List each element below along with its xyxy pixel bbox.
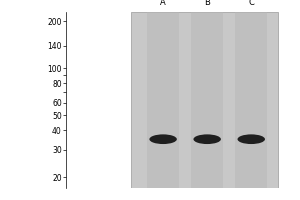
- FancyBboxPatch shape: [131, 12, 278, 188]
- Text: B: B: [204, 0, 210, 7]
- Ellipse shape: [149, 134, 177, 144]
- FancyBboxPatch shape: [147, 12, 179, 188]
- Ellipse shape: [194, 134, 221, 144]
- Text: A: A: [160, 0, 166, 7]
- FancyBboxPatch shape: [191, 12, 223, 188]
- Text: C: C: [248, 0, 254, 7]
- Ellipse shape: [238, 134, 265, 144]
- FancyBboxPatch shape: [235, 12, 267, 188]
